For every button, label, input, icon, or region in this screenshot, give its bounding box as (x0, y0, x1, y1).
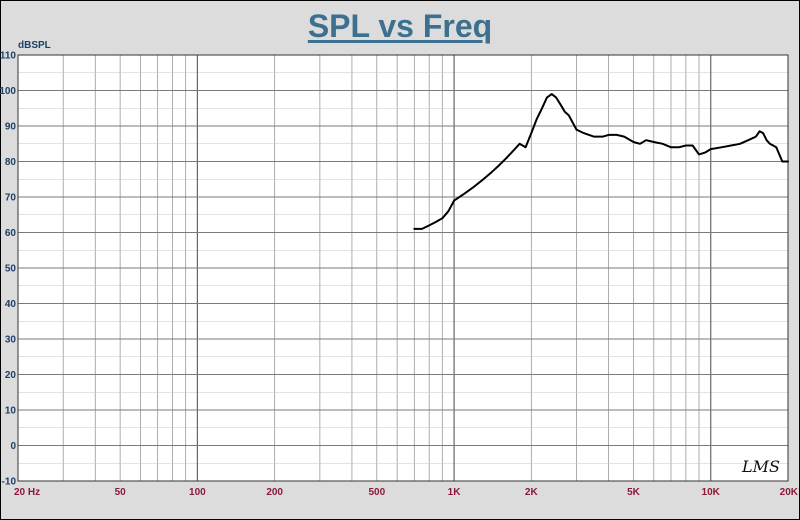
major-grid (18, 54, 788, 482)
y-tick-labels: -10 0 10 20 30 40 50 60 70 80 90 100 110 (0, 51, 16, 488)
y-tick-label: 10 (5, 406, 17, 417)
series-layer (413, 93, 789, 230)
y-tick-label: 30 (5, 335, 17, 346)
y-tick-label: 20 (5, 370, 17, 381)
y-tick-label: 50 (5, 264, 17, 275)
x-tick-label: 20K (780, 487, 799, 498)
x-tick-label: 2K (525, 487, 539, 498)
plot-border (17, 54, 789, 482)
lms-signature: LMS (741, 457, 780, 476)
y-axis-label: dBSPL (18, 40, 51, 51)
x-tick-label: 100 (189, 487, 206, 498)
x-tick-label: 10K (702, 487, 721, 498)
x-tick-labels: 20 Hz 50 100 200 500 1K 2K 5K 10K 20K (14, 487, 799, 498)
y-tick-label: -10 (2, 477, 17, 488)
x-tick-label: 200 (266, 487, 283, 498)
x-tick-label: 500 (368, 487, 385, 498)
y-tick-label: 80 (5, 157, 17, 168)
spl-series-line (413, 93, 789, 230)
y-tick-label: 0 (10, 441, 16, 452)
x-tick-label: 5K (627, 487, 641, 498)
chart-title: SPL vs Freq (307, 8, 493, 44)
y-tick-label: 110 (0, 51, 16, 62)
y-tick-label: 60 (5, 228, 17, 239)
y-tick-label: 100 (0, 86, 16, 97)
y-tick-label: 70 (5, 193, 17, 204)
x-tick-label: 50 (115, 487, 127, 498)
x-tick-label: 20 Hz (14, 487, 40, 498)
y-tick-label: 90 (5, 122, 17, 133)
x-tick-label: 1K (448, 487, 462, 498)
y-tick-label: 40 (5, 299, 17, 310)
